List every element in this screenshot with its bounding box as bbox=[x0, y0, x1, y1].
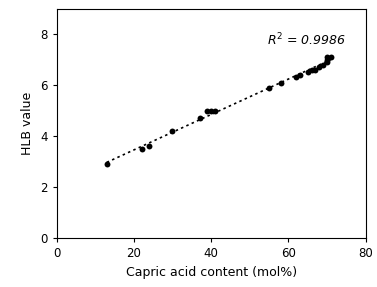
Point bbox=[324, 55, 330, 59]
Point bbox=[316, 65, 322, 69]
Point bbox=[204, 108, 210, 113]
Point bbox=[170, 129, 176, 133]
Point bbox=[146, 144, 152, 149]
Point bbox=[266, 86, 272, 90]
Point bbox=[297, 73, 303, 77]
Y-axis label: HLB value: HLB value bbox=[21, 92, 34, 155]
Point bbox=[277, 80, 284, 85]
Point bbox=[208, 108, 214, 113]
Point bbox=[212, 108, 218, 113]
Point bbox=[328, 55, 334, 59]
Point bbox=[324, 57, 330, 62]
Point bbox=[308, 67, 314, 72]
Point bbox=[293, 75, 299, 80]
Point bbox=[196, 116, 202, 121]
X-axis label: Capric acid content (mol%): Capric acid content (mol%) bbox=[126, 266, 297, 279]
Point bbox=[313, 67, 319, 72]
Point bbox=[324, 60, 330, 65]
Point bbox=[139, 147, 145, 151]
Point bbox=[320, 63, 326, 67]
Point bbox=[104, 162, 110, 166]
Point bbox=[305, 70, 311, 75]
Text: $R^2$ = 0.9986: $R^2$ = 0.9986 bbox=[267, 32, 346, 48]
